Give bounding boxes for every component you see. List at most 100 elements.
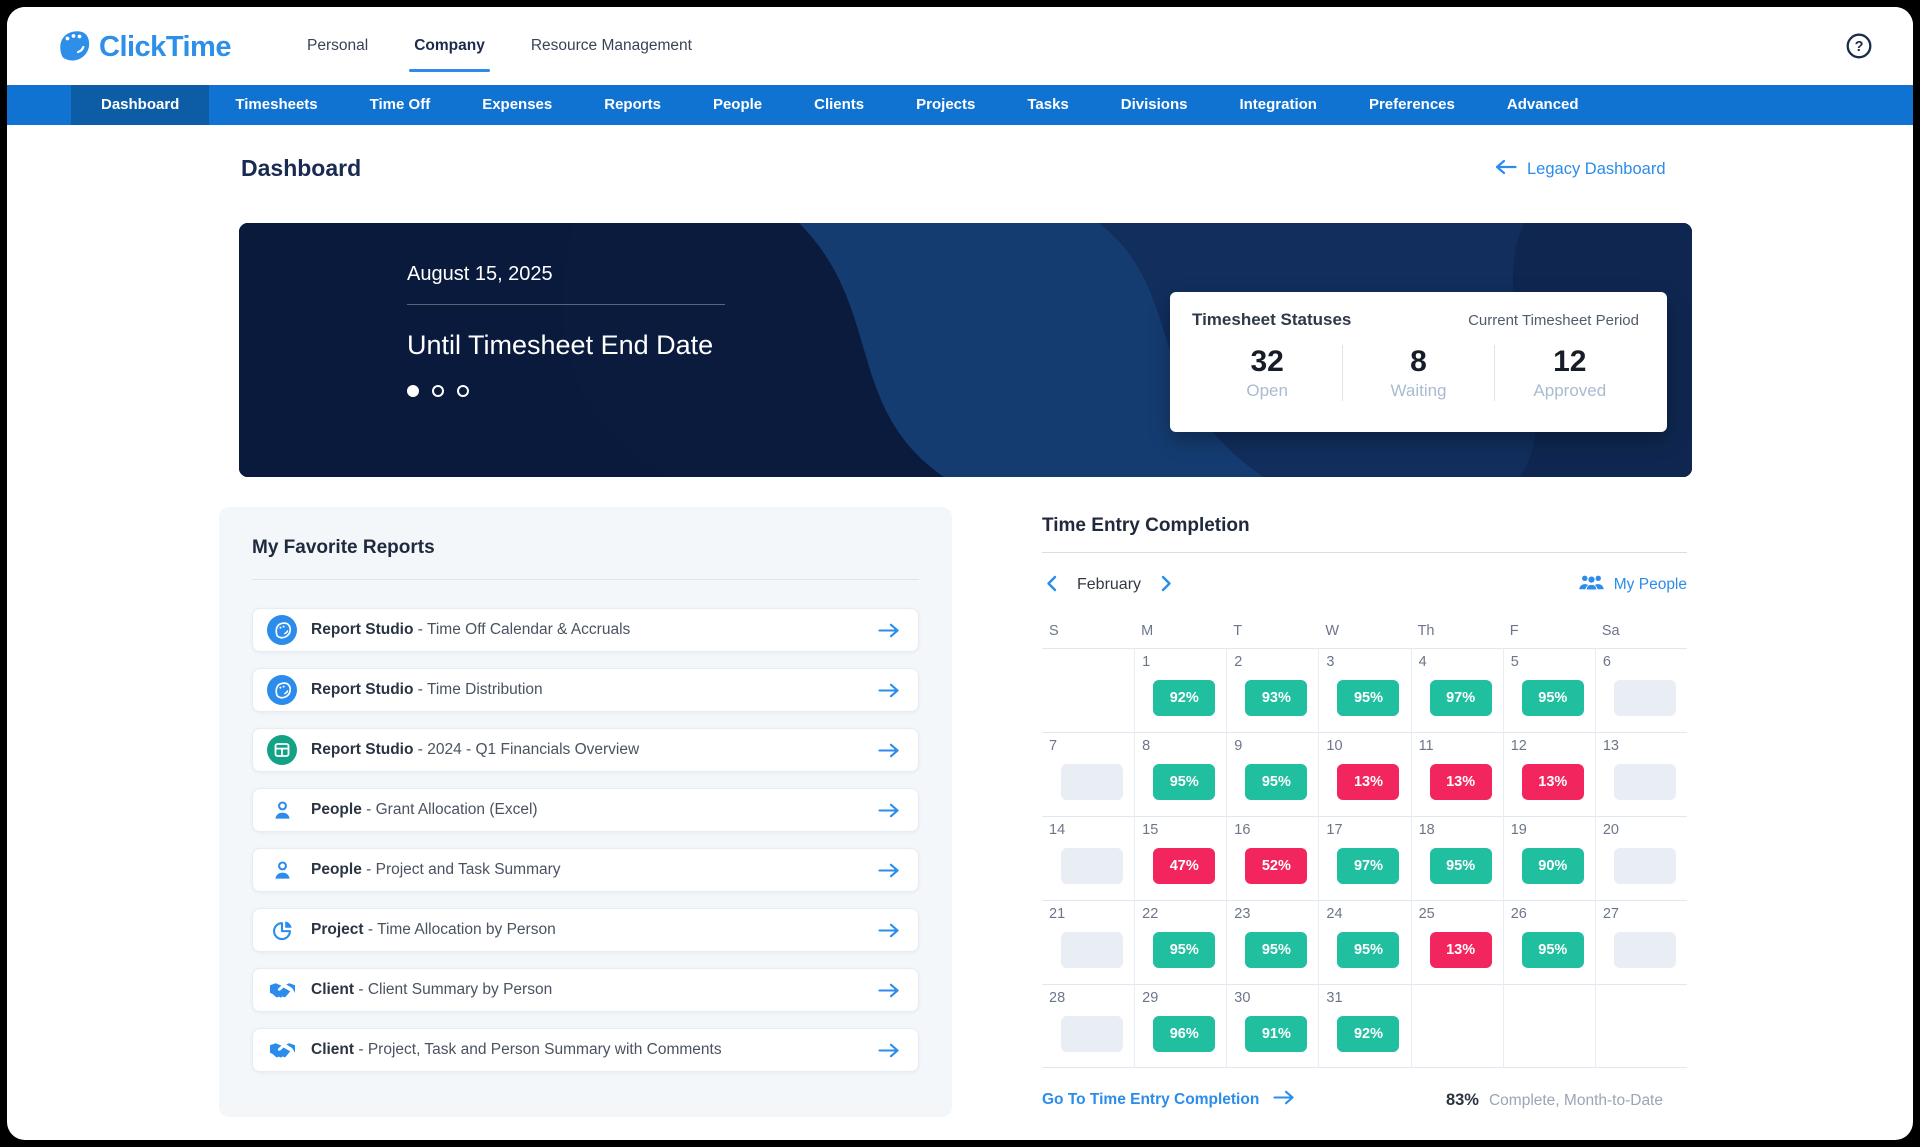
main-navigation: Dashboard Timesheets Time Off Expenses Repor… — [7, 85, 1913, 125]
nav-item-expenses[interactable]: Expenses — [482, 96, 553, 113]
favorite-report-row[interactable]: Project - Time Allocation by Person — [252, 908, 919, 952]
arrow-right-icon[interactable] — [878, 983, 900, 998]
favorite-report-row[interactable]: Report Studio - Time Distribution — [252, 668, 919, 712]
nav-item-dashboard[interactable]: Dashboard — [71, 85, 210, 125]
calendar-day-cell[interactable]: 13 — [1594, 732, 1687, 816]
favorite-report-row[interactable]: People - Project and Task Summary — [252, 848, 919, 892]
completion-pill: 92% — [1153, 680, 1216, 716]
calendar-day-cell[interactable]: 3 95% — [1318, 648, 1411, 732]
day-number: 28 — [1049, 990, 1066, 1006]
completion-pill: 95% — [1521, 680, 1584, 716]
nav-item-clients[interactable]: Clients — [814, 96, 865, 113]
carousel-dot[interactable] — [457, 385, 469, 397]
favorite-report-row[interactable]: Client - Client Summary by Person — [252, 968, 919, 1012]
calendar-day-cell[interactable]: 14 — [1042, 816, 1135, 900]
calendar-day-cell[interactable]: 28 — [1042, 984, 1135, 1068]
calendar-day-cell[interactable]: 12 13% — [1502, 732, 1595, 816]
arrow-right-icon[interactable] — [878, 1043, 900, 1058]
calendar-day-cell[interactable]: 9 95% — [1226, 732, 1319, 816]
my-people-link[interactable]: My People — [1578, 573, 1687, 597]
calendar-day-cell[interactable]: 21 — [1042, 900, 1135, 984]
arrow-right-icon[interactable] — [878, 803, 900, 818]
top-header: ClickTime Personal Company Resource Manage… — [7, 7, 1913, 85]
nav-item-time-off[interactable]: Time Off — [369, 96, 431, 113]
calendar-day-cell[interactable]: 18 95% — [1410, 816, 1503, 900]
people-group-icon — [1578, 573, 1605, 597]
calendar-day-cell[interactable]: 4 97% — [1410, 648, 1503, 732]
top-tab-personal[interactable]: Personal — [307, 37, 369, 54]
help-button[interactable]: ? — [1845, 32, 1873, 65]
calendar-day-cell[interactable] — [1410, 984, 1503, 1068]
next-month-button[interactable] — [1157, 573, 1176, 597]
nav-item-tasks[interactable]: Tasks — [1027, 96, 1069, 113]
report-studio-icon — [267, 615, 297, 645]
calendar-day-cell[interactable]: 29 96% — [1134, 984, 1227, 1068]
arrow-right-icon[interactable] — [878, 743, 900, 758]
nav-item-preferences[interactable]: Preferences — [1368, 96, 1455, 113]
spreadsheet-icon — [267, 735, 297, 765]
calendar-day-cell[interactable]: 5 95% — [1502, 648, 1595, 732]
arrow-right-icon[interactable] — [878, 623, 900, 638]
nav-item-projects[interactable]: Projects — [916, 96, 976, 113]
completion-pill — [1060, 1016, 1123, 1052]
carousel-dot[interactable] — [407, 385, 419, 397]
completion-pill — [1613, 932, 1676, 968]
calendar-day-cell[interactable] — [1594, 984, 1687, 1068]
hero-caption: Until Timesheet End Date — [407, 330, 714, 360]
calendar-day-cell[interactable]: 16 52% — [1226, 816, 1319, 900]
day-number: 2 — [1234, 654, 1243, 670]
calendar-day-cell[interactable]: 15 47% — [1134, 816, 1227, 900]
calendar-day-cell[interactable]: 25 13% — [1410, 900, 1503, 984]
nav-item-reports[interactable]: Reports — [604, 96, 661, 113]
arrow-right-icon[interactable] — [878, 863, 900, 878]
legacy-dashboard-link[interactable]: Legacy Dashboard — [1494, 159, 1666, 180]
calendar-day-cell[interactable]: 20 — [1594, 816, 1687, 900]
arrow-right-icon[interactable] — [878, 683, 900, 698]
carousel-dot[interactable] — [432, 385, 444, 397]
calendar-day-cell[interactable]: 17 97% — [1318, 816, 1411, 900]
report-prefix: Report Studio — [311, 681, 414, 698]
calendar-day-cell[interactable] — [1042, 648, 1135, 732]
calendar-day-cell[interactable]: 11 13% — [1410, 732, 1503, 816]
nav-item-advanced[interactable]: Advanced — [1506, 96, 1579, 113]
hero-carousel-slide: August 15, 2025 Until Timesheet End Date — [407, 263, 725, 397]
nav-item-integration[interactable]: Integration — [1239, 96, 1317, 113]
favorite-report-row[interactable]: Report Studio - Time Off Calendar & Accr… — [252, 608, 919, 652]
calendar-day-cell[interactable]: 27 — [1594, 900, 1687, 984]
completion-pill: 92% — [1337, 1016, 1400, 1052]
calendar-day-cell[interactable]: 19 90% — [1502, 816, 1595, 900]
calendar-day-cell[interactable]: 31 92% — [1318, 984, 1411, 1068]
calendar-day-cell[interactable]: 2 93% — [1226, 648, 1319, 732]
calendar-day-cell[interactable]: 23 95% — [1226, 900, 1319, 984]
favorite-report-row[interactable]: Client - Project, Task and Person Summar… — [252, 1028, 919, 1072]
favorite-report-row[interactable]: Report Studio - 2024 - Q1 Financials Ove… — [252, 728, 919, 772]
calendar-day-cell[interactable]: 24 95% — [1318, 900, 1411, 984]
nav-item-people[interactable]: People — [712, 96, 763, 113]
clicktime-app: ClickTime Personal Company Resource Manage… — [7, 7, 1913, 1140]
calendar-day-cell[interactable]: 30 91% — [1226, 984, 1319, 1068]
month-label: February — [1077, 576, 1142, 593]
calendar-day-cell[interactable] — [1502, 984, 1595, 1068]
completion-pill: 97% — [1429, 680, 1492, 716]
calendar-day-cell[interactable]: 7 — [1042, 732, 1135, 816]
calendar-day-cell[interactable]: 26 95% — [1502, 900, 1595, 984]
completion-pill — [1613, 848, 1676, 884]
day-number: 7 — [1049, 738, 1058, 754]
arrow-right-icon[interactable] — [878, 923, 900, 938]
chevron-right-icon — [1161, 575, 1172, 595]
favorite-report-row[interactable]: People - Grant Allocation (Excel) — [252, 788, 919, 832]
report-prefix: People — [311, 801, 362, 818]
top-tab-company[interactable]: Company — [409, 7, 490, 85]
calendar-day-cell[interactable]: 22 95% — [1134, 900, 1227, 984]
go-to-time-entry-link[interactable]: Go To Time Entry Completion — [1042, 1090, 1295, 1110]
previous-month-button[interactable] — [1042, 573, 1061, 597]
clicktime-logo[interactable]: ClickTime — [53, 25, 231, 70]
calendar-day-cell[interactable]: 10 13% — [1318, 732, 1411, 816]
completion-pill: 95% — [1337, 680, 1400, 716]
top-tab-resource-management[interactable]: Resource Management — [530, 37, 692, 54]
calendar-day-cell[interactable]: 8 95% — [1134, 732, 1227, 816]
calendar-day-cell[interactable]: 6 — [1594, 648, 1687, 732]
nav-item-divisions[interactable]: Divisions — [1120, 96, 1188, 113]
nav-item-timesheets[interactable]: Timesheets — [235, 96, 318, 113]
calendar-day-cell[interactable]: 1 92% — [1134, 648, 1227, 732]
